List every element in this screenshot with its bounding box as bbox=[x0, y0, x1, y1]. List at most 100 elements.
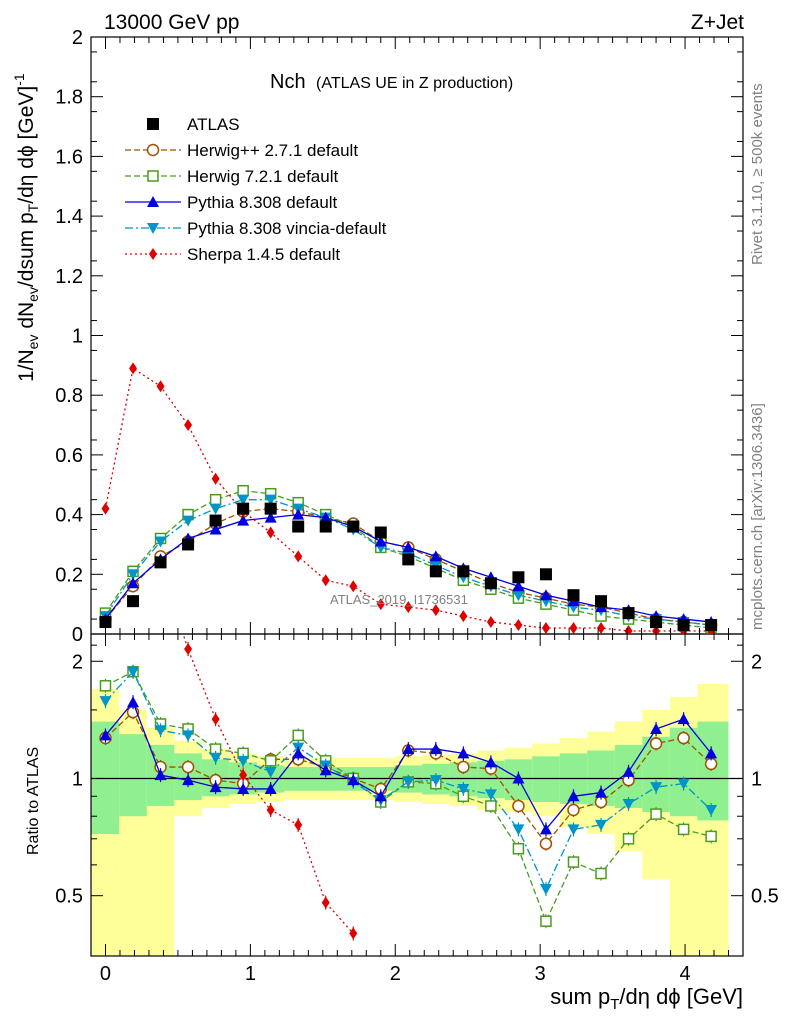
x-tick-label: 1 bbox=[245, 963, 256, 985]
energy-label: 13000 GeV pp bbox=[104, 11, 239, 34]
y-tick-label: 0.6 bbox=[55, 445, 83, 467]
ratio-point-pythia-8-308-default bbox=[484, 756, 497, 768]
series-line-sherpa-1-4-5-default bbox=[104, 367, 712, 632]
ratio-point-pythia-8-308-default bbox=[429, 743, 442, 755]
ratio-point-pythia-8-308-vincia-default bbox=[402, 776, 415, 788]
legend-marker-sherpa-1-4-5-default bbox=[149, 248, 157, 260]
ratio-point-pythia-8-308-default bbox=[595, 786, 608, 798]
legend-label-sherpa-1-4-5-default: Sherpa 1.4.5 default bbox=[187, 245, 340, 264]
legend-label-herwig-2-7-1-default: Herwig++ 2.7.1 default bbox=[187, 141, 358, 160]
y-tick-label: 0 bbox=[72, 624, 83, 646]
legend-marker-pythia-8-308-vincia-default bbox=[147, 223, 159, 234]
legend-label-pythia-8-308-default: Pythia 8.308 default bbox=[187, 193, 338, 212]
data-point-pythia-8-308-vincia-default bbox=[237, 494, 250, 506]
ratio-line-pythia-8-308-vincia-default bbox=[105, 670, 712, 891]
data-point-sherpa-1-4-5-default bbox=[349, 580, 358, 593]
data-point-atlas bbox=[512, 571, 525, 584]
legend-marker-pythia-8-308-default bbox=[147, 196, 159, 207]
ratio-point-pythia-8-308-default bbox=[154, 769, 167, 781]
ratio-point-pythia-8-308-default bbox=[705, 747, 718, 759]
ratio-point-herwig-7-2-1-default bbox=[595, 867, 607, 880]
data-point-atlas bbox=[347, 520, 360, 533]
ratio-point-herwig-2-7-1-default bbox=[677, 731, 690, 745]
legend-label-atlas: ATLAS bbox=[187, 115, 240, 134]
data-point-pythia-8-308-vincia-default bbox=[127, 569, 140, 581]
ratio-point-pythia-8-308-vincia-default bbox=[99, 696, 112, 708]
data-point-atlas bbox=[402, 553, 415, 566]
ratio-point-herwig-2-7-1-default bbox=[512, 799, 525, 813]
ratio-point-herwig-7-2-1-default bbox=[622, 833, 635, 845]
ratio-point-pythia-8-308-default bbox=[374, 790, 387, 802]
data-point-atlas bbox=[264, 502, 277, 515]
data-point-atlas bbox=[457, 565, 470, 578]
ratio-point-pythia-8-308-vincia-default bbox=[622, 798, 635, 810]
ratio-point-pythia-8-308-vincia-default bbox=[182, 730, 195, 742]
data-point-atlas bbox=[650, 616, 663, 629]
ratio-point-pythia-8-308-vincia-default bbox=[539, 884, 552, 896]
data-point-pythia-8-308-default bbox=[319, 511, 332, 523]
ratio-point-pythia-8-308-default bbox=[347, 774, 360, 786]
data-point-sherpa-1-4-5-default bbox=[514, 619, 523, 632]
ratio-point-herwig-2-7-1-default bbox=[457, 760, 470, 774]
axes-group: 0 0.2 0.4 0.6 0.8 1 1.2 1.4 1.6 1.8 2 0 1 2 3 4 0.5 0.5 1 1… bbox=[55, 27, 779, 985]
data-point-atlas bbox=[209, 514, 222, 527]
title-main: Nch bbox=[270, 71, 306, 93]
data-point-pythia-8-308-default bbox=[429, 550, 442, 562]
ratio-point-pythia-8-308-default bbox=[292, 747, 305, 759]
data-point-pythia-8-308-default bbox=[209, 523, 222, 535]
data-point-atlas bbox=[622, 607, 635, 620]
x-tick-label: 4 bbox=[679, 963, 690, 985]
ratio-frame bbox=[90, 633, 744, 957]
ratio-tick-label-left: 2 bbox=[72, 651, 83, 673]
ratio-point-herwig-7-2-1-default bbox=[292, 729, 304, 742]
data-point-atlas bbox=[154, 556, 167, 569]
legend-marker-atlas bbox=[147, 118, 159, 130]
data-point-pythia-8-308-vincia-default bbox=[209, 503, 222, 515]
data-point-sherpa-1-4-5-default bbox=[431, 604, 440, 617]
data-point-atlas bbox=[429, 565, 442, 578]
ratio-point-herwig-7-2-1-default bbox=[485, 800, 497, 812]
ratio-point-sherpa-1-4-5-default bbox=[101, 375, 109, 387]
data-point-pythia-8-308-default bbox=[374, 535, 387, 547]
ratio-sherpa-1-4-5-default bbox=[101, 375, 358, 941]
data-point-pythia-8-308-default bbox=[512, 580, 525, 592]
data-point-atlas bbox=[484, 577, 497, 590]
series-line-herwig-2-7-1-default bbox=[104, 507, 712, 626]
analysis-watermark: ATLAS_2019_I1736531 bbox=[330, 592, 468, 607]
ratio-line-herwig-7-2-1-default bbox=[105, 670, 712, 923]
ratio-pythia-8-308-default bbox=[99, 695, 718, 837]
ratio-point-pythia-8-308-vincia-default bbox=[650, 782, 663, 794]
process-label: Z+Jet bbox=[691, 11, 744, 34]
title-sub: (ATLAS UE in Z production) bbox=[316, 75, 513, 92]
ratio-point-herwig-7-2-1-default bbox=[677, 823, 690, 836]
legend-label-herwig-7-2-1-default: Herwig 7.2.1 default bbox=[187, 167, 338, 186]
ratio-point-pythia-8-308-vincia-default bbox=[677, 778, 690, 790]
ratio-point-pythia-8-308-vincia-default bbox=[484, 789, 497, 801]
series-sherpa-1-4-5-default bbox=[101, 362, 716, 634]
ratio-point-herwig-7-2-1-default bbox=[512, 842, 525, 855]
y-tick-label: 1.2 bbox=[55, 266, 83, 288]
ratio-point-sherpa-1-4-5-default bbox=[129, 419, 137, 431]
y-tick-label: 1.6 bbox=[55, 146, 83, 168]
data-point-sherpa-1-4-5-default bbox=[486, 616, 495, 629]
ratio-point-pythia-8-308-default bbox=[182, 774, 195, 786]
x-tick-label: 3 bbox=[535, 963, 546, 985]
ratio-point-sherpa-1-4-5-default bbox=[321, 896, 330, 909]
ratio-point-pythia-8-308-vincia-default bbox=[209, 752, 222, 764]
y-axis-title: 1/Nev dNev/dsum pT/dη dϕ [GeV]-1 bbox=[11, 73, 41, 382]
ratio-point-sherpa-1-4-5-default bbox=[266, 803, 275, 816]
data-point-herwig-7-2-1-default bbox=[209, 493, 222, 506]
ratio-point-pythia-8-308-default bbox=[622, 765, 635, 777]
ratio-point-pythia-8-308-default bbox=[402, 743, 415, 755]
inner-band-bin bbox=[697, 721, 729, 821]
data-point-pythia-8-308-vincia-default bbox=[512, 590, 525, 602]
ratio-point-pythia-8-308-vincia-default bbox=[457, 783, 470, 795]
ratio-point-pythia-8-308-vincia-default bbox=[595, 819, 608, 831]
data-point-sherpa-1-4-5-default bbox=[404, 601, 413, 614]
data-point-pythia-8-308-default bbox=[539, 589, 552, 601]
rivet-version-label: Rivet 3.1.10, ≥ 500k events bbox=[749, 83, 766, 265]
data-point-sherpa-1-4-5-default bbox=[541, 622, 550, 634]
ratio-tick-label-left: 0.5 bbox=[55, 886, 83, 908]
data-point-pythia-8-308-default bbox=[402, 541, 415, 553]
